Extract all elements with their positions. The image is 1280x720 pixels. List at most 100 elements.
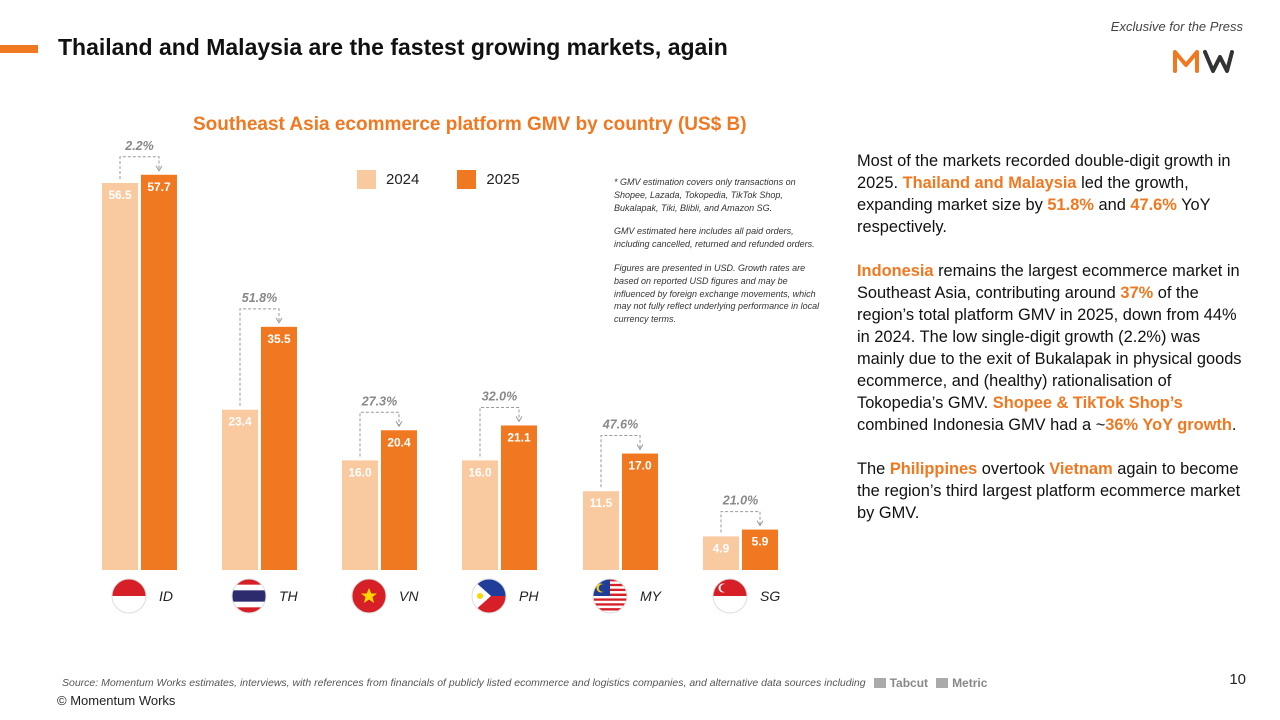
highlight-vietnam: Vietnam <box>1049 460 1113 478</box>
chart-notes: * GMV estimation covers only transaction… <box>614 176 824 337</box>
press-tag: Exclusive for the Press <box>1110 19 1243 34</box>
text-span: YoY respectively. <box>857 196 1211 236</box>
category-label-my: MY <box>640 588 663 604</box>
data-label-2025-id: 57.7 <box>147 180 171 194</box>
note-2: GMV estimated here includes all paid ord… <box>614 226 815 250</box>
gmv-bar-chart: 56.5 57.7 2.2% ID 23.4 35.5 51.8% TH 16.0 20.4 27.… <box>102 139 780 614</box>
bar-2024-id <box>102 182 138 570</box>
momentum-works-logo-icon <box>1173 50 1234 73</box>
highlight-my-growth: 47.6% <box>1130 196 1177 214</box>
text-span: and <box>1093 196 1131 214</box>
growth-bracket-id <box>119 156 160 179</box>
growth-bracket-th <box>239 308 280 406</box>
highlight-th-growth: 51.8% <box>1047 196 1094 214</box>
text-span: combined Indonesia GMV had a ~ <box>857 416 1106 434</box>
note-1: * GMV estimation covers only transaction… <box>614 177 796 213</box>
legend-item-2024: 2024 <box>357 170 419 189</box>
legend-label-2025: 2025 <box>486 171 520 188</box>
bar-2025-ph <box>501 425 537 570</box>
flag-th-icon <box>231 578 267 614</box>
text-span: of the region’s total platform GMV in 20… <box>857 284 1242 412</box>
text-span: remains the largest ecommerce market in … <box>857 262 1240 302</box>
data-label-2024-my: 11.5 <box>590 496 613 510</box>
growth-bracket-sg <box>720 511 761 533</box>
text-span: . <box>1231 416 1237 434</box>
bar-2024-ph <box>462 460 498 570</box>
tabcut-brand: Tabcut <box>873 676 929 690</box>
metric-brand: Metric <box>936 676 987 690</box>
chart-legend: 2024 2025 <box>357 170 550 189</box>
bar-2024-th <box>222 409 258 570</box>
flag-my-icon <box>592 578 628 614</box>
highlight-indonesia: Indonesia <box>857 262 934 280</box>
data-label-2024-vn: 16.0 <box>348 465 372 479</box>
tabcut-logo-icon <box>873 678 886 688</box>
growth-arrowhead-th <box>275 317 283 324</box>
growth-arrowhead-id <box>155 165 163 172</box>
metric-logo-icon <box>936 678 949 688</box>
legend-label-2024: 2024 <box>386 171 420 188</box>
bar-2024-my <box>583 491 619 570</box>
data-label-2024-th: 23.4 <box>228 415 252 429</box>
category-label-vn: VN <box>399 588 419 604</box>
growth-label-ph: 32.0% <box>482 389 517 403</box>
highlight-philippines: Philippines <box>889 460 978 478</box>
chart-title: Southeast Asia ecommerce platform GMV by… <box>193 114 747 135</box>
flag-sg-icon <box>712 578 748 614</box>
commentary-text: Most of the markets recorded double-digi… <box>857 150 1247 546</box>
flag-ph-icon <box>471 578 507 614</box>
flag-id-icon <box>111 578 147 614</box>
category-label-sg: SG <box>760 588 780 604</box>
tabcut-label: Tabcut <box>889 676 929 690</box>
growth-arrowhead-vn <box>395 421 403 428</box>
legend-swatch-2025 <box>457 170 477 189</box>
growth-label-th: 51.8% <box>242 291 277 305</box>
data-label-2025-th: 35.5 <box>267 332 291 346</box>
highlight-yoy-growth: 36% YoY growth <box>1105 416 1232 434</box>
growth-label-id: 2.2% <box>124 139 154 153</box>
data-label-2024-id: 56.5 <box>108 188 132 202</box>
text-span: Most of the markets recorded double-digi… <box>857 152 1231 192</box>
legend-swatch-2024 <box>357 170 376 189</box>
growth-label-sg: 21.0% <box>722 494 758 508</box>
highlight-shopee-tiktok: Shopee & TikTok Shop’s <box>992 394 1183 412</box>
bar-2025-my <box>622 453 658 570</box>
text-span: led the growth, expanding market size by <box>857 174 1189 214</box>
flag-vn-icon <box>351 578 387 614</box>
source-note: Source: Momentum Works estimates, interv… <box>62 676 987 690</box>
data-label-2024-ph: 16.0 <box>468 465 492 479</box>
data-label-2025-my: 17.0 <box>628 459 652 473</box>
page-number: 10 <box>1229 671 1246 688</box>
legend-item-2025: 2025 <box>457 170 520 189</box>
growth-arrowhead-sg <box>756 520 764 527</box>
commentary-paragraph-1: Most of the markets recorded double-digi… <box>857 150 1247 238</box>
growth-arrowhead-ph <box>515 416 523 423</box>
commentary-paragraph-2: Indonesia remains the largest ecommerce … <box>857 260 1247 436</box>
bar-2024-vn <box>342 460 378 570</box>
text-span: overtook <box>977 460 1050 478</box>
growth-label-my: 47.6% <box>602 418 638 432</box>
text-span: again to become the region’s third large… <box>857 460 1241 522</box>
bar-2025-vn <box>381 430 417 570</box>
note-3: Figures are presented in USD. Growth rat… <box>614 262 820 325</box>
data-label-2024-sg: 4.9 <box>713 541 730 555</box>
bar-2024-sg <box>703 536 739 570</box>
source-text: Source: Momentum Works estimates, interv… <box>62 677 866 689</box>
growth-bracket-my <box>600 435 641 488</box>
bar-2025-id <box>141 174 177 570</box>
bar-2025-th <box>261 326 297 570</box>
bar-2025-sg <box>742 529 778 570</box>
category-label-th: TH <box>279 588 299 604</box>
text-span: The <box>857 460 890 478</box>
growth-arrowhead-my <box>636 444 644 451</box>
data-label-2025-ph: 21.1 <box>507 430 531 444</box>
data-label-2025-vn: 20.4 <box>387 435 411 449</box>
metric-label: Metric <box>952 676 988 690</box>
category-label-ph: PH <box>519 588 539 604</box>
commentary-paragraph-3: The Philippines overtook Vietnam again t… <box>857 458 1247 524</box>
copyright: © Momentum Works <box>57 693 176 708</box>
slide-title: Thailand and Malaysia are the fastest gr… <box>58 34 728 60</box>
highlight-id-share: 37% <box>1120 284 1154 302</box>
highlight-thailand-malaysia: Thailand and Malaysia <box>902 174 1077 192</box>
data-label-2025-sg: 5.9 <box>752 535 769 549</box>
